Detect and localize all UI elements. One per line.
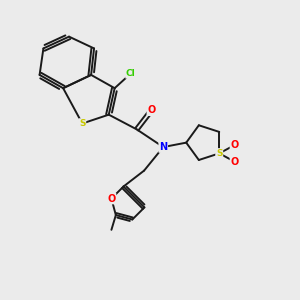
- Text: O: O: [107, 194, 116, 204]
- Text: O: O: [230, 140, 239, 150]
- Text: N: N: [159, 142, 167, 152]
- Text: S: S: [79, 119, 86, 128]
- Text: Cl: Cl: [126, 69, 136, 78]
- Text: S: S: [216, 149, 223, 158]
- Text: O: O: [147, 105, 156, 115]
- Text: O: O: [230, 157, 239, 166]
